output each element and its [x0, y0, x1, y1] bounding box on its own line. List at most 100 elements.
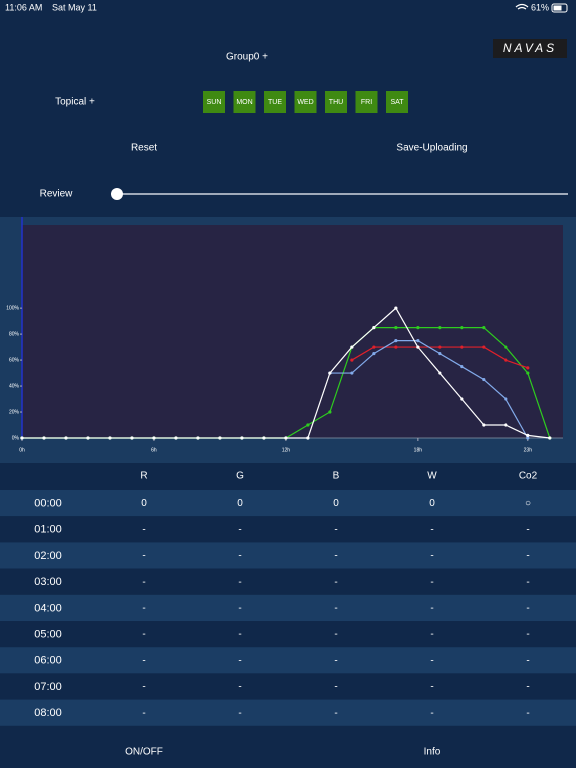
- day-label: WED: [297, 99, 313, 106]
- topical-button[interactable]: Topical +: [55, 97, 95, 108]
- day-button-bg: [386, 91, 408, 113]
- series-point: [482, 345, 486, 349]
- series-point: [372, 351, 376, 356]
- group-title[interactable]: Group0 +: [226, 52, 268, 63]
- day-button[interactable]: WED: [294, 91, 317, 113]
- battery-icon: [551, 3, 568, 13]
- table-cell: -: [334, 524, 337, 535]
- row-time: 06:00: [34, 655, 62, 667]
- row-time: 03:00: [34, 576, 62, 588]
- review-label: Review: [40, 189, 74, 200]
- day-button[interactable]: THU: [325, 91, 347, 113]
- table-row-bg: [0, 594, 576, 621]
- series-point: [306, 423, 310, 427]
- series-point: [240, 436, 244, 440]
- series-point: [416, 326, 420, 330]
- series-point: [438, 371, 442, 375]
- table-cell: -: [334, 629, 337, 640]
- table-cell: ○: [525, 498, 531, 509]
- battery-text: 61%: [531, 2, 549, 12]
- row-time: 08:00: [34, 707, 62, 719]
- row-time: 04:00: [34, 602, 62, 614]
- footer-bar: [0, 737, 576, 768]
- day-button[interactable]: SUN: [203, 91, 225, 113]
- table-cell: -: [430, 655, 433, 666]
- column-header: G: [236, 471, 244, 482]
- series-point: [460, 345, 464, 349]
- x-tick-label: 0h: [19, 447, 25, 453]
- series-point: [504, 345, 508, 349]
- table-row-bg: [0, 621, 576, 648]
- day-button[interactable]: FRI: [355, 91, 378, 113]
- wifi-icon: [515, 3, 529, 10]
- table-cell: -: [430, 603, 433, 614]
- table-cell: -: [142, 655, 145, 666]
- row-time: 07:00: [34, 681, 62, 693]
- series-point: [416, 345, 420, 349]
- table-cell: -: [238, 655, 241, 666]
- series-point: [108, 436, 112, 440]
- series-point: [328, 371, 332, 375]
- table-cell: -: [142, 629, 145, 640]
- row-time: 02:00: [34, 550, 62, 562]
- day-button[interactable]: SAT: [386, 91, 408, 113]
- series-point: [328, 410, 332, 414]
- series-point: [526, 366, 530, 370]
- series-point: [526, 371, 530, 375]
- logo-box: [493, 39, 567, 58]
- x-tick-label: 23h: [524, 447, 533, 453]
- reset-button[interactable]: Reset: [131, 143, 157, 154]
- series-point: [438, 351, 442, 356]
- table-cell: -: [430, 682, 433, 693]
- table-cell: -: [430, 629, 433, 640]
- column-header: W: [427, 471, 437, 482]
- x-tick-label: 6h: [151, 447, 157, 453]
- table-cell: -: [238, 551, 241, 562]
- day-button-bg: [264, 91, 286, 113]
- table-cell: -: [238, 682, 241, 693]
- status-date: Sat May 11: [52, 2, 97, 12]
- series-point: [438, 345, 442, 349]
- review-slider-knob[interactable]: [111, 188, 123, 200]
- row-time: 00:00: [34, 498, 62, 510]
- table-row-bg: [0, 542, 576, 569]
- status-time: 11:06 AM: [5, 2, 42, 12]
- series-point: [460, 364, 464, 369]
- table-cell: -: [238, 603, 241, 614]
- y-tick-label: 20%: [9, 409, 20, 415]
- series-point: [64, 436, 68, 440]
- y-tick-label: 40%: [9, 383, 20, 389]
- day-button[interactable]: TUE: [264, 91, 286, 113]
- series-point: [482, 377, 486, 382]
- day-label: MON: [236, 99, 252, 106]
- series-point: [460, 326, 464, 330]
- day-label: FRI: [361, 99, 372, 106]
- table-row-bg: [0, 568, 576, 595]
- day-button-bg: [325, 91, 347, 113]
- series-point: [416, 338, 420, 343]
- table-cell: -: [334, 708, 337, 719]
- series-point: [394, 306, 398, 310]
- series-point: [350, 358, 354, 362]
- day-button-bg: [294, 91, 317, 113]
- series-point: [482, 326, 486, 330]
- day-label: TUE: [268, 99, 282, 106]
- series-point: [548, 436, 552, 440]
- y-tick-label: 0%: [12, 435, 20, 441]
- table-row-bg: [0, 490, 576, 517]
- series-point: [262, 436, 266, 440]
- table-cell: -: [142, 603, 145, 614]
- series-point: [130, 436, 134, 440]
- on-off-button[interactable]: ON/OFF: [125, 747, 163, 758]
- series-point: [394, 345, 398, 349]
- table-cell: -: [526, 524, 529, 535]
- table-cell: -: [142, 708, 145, 719]
- table-cell: -: [526, 629, 529, 640]
- save-button[interactable]: Save-Uploading: [396, 143, 467, 154]
- table-cell: 0: [141, 498, 147, 509]
- table-cell: -: [526, 708, 529, 719]
- info-button[interactable]: Info: [424, 747, 441, 758]
- day-button[interactable]: MON: [233, 91, 256, 113]
- series-point: [284, 436, 288, 440]
